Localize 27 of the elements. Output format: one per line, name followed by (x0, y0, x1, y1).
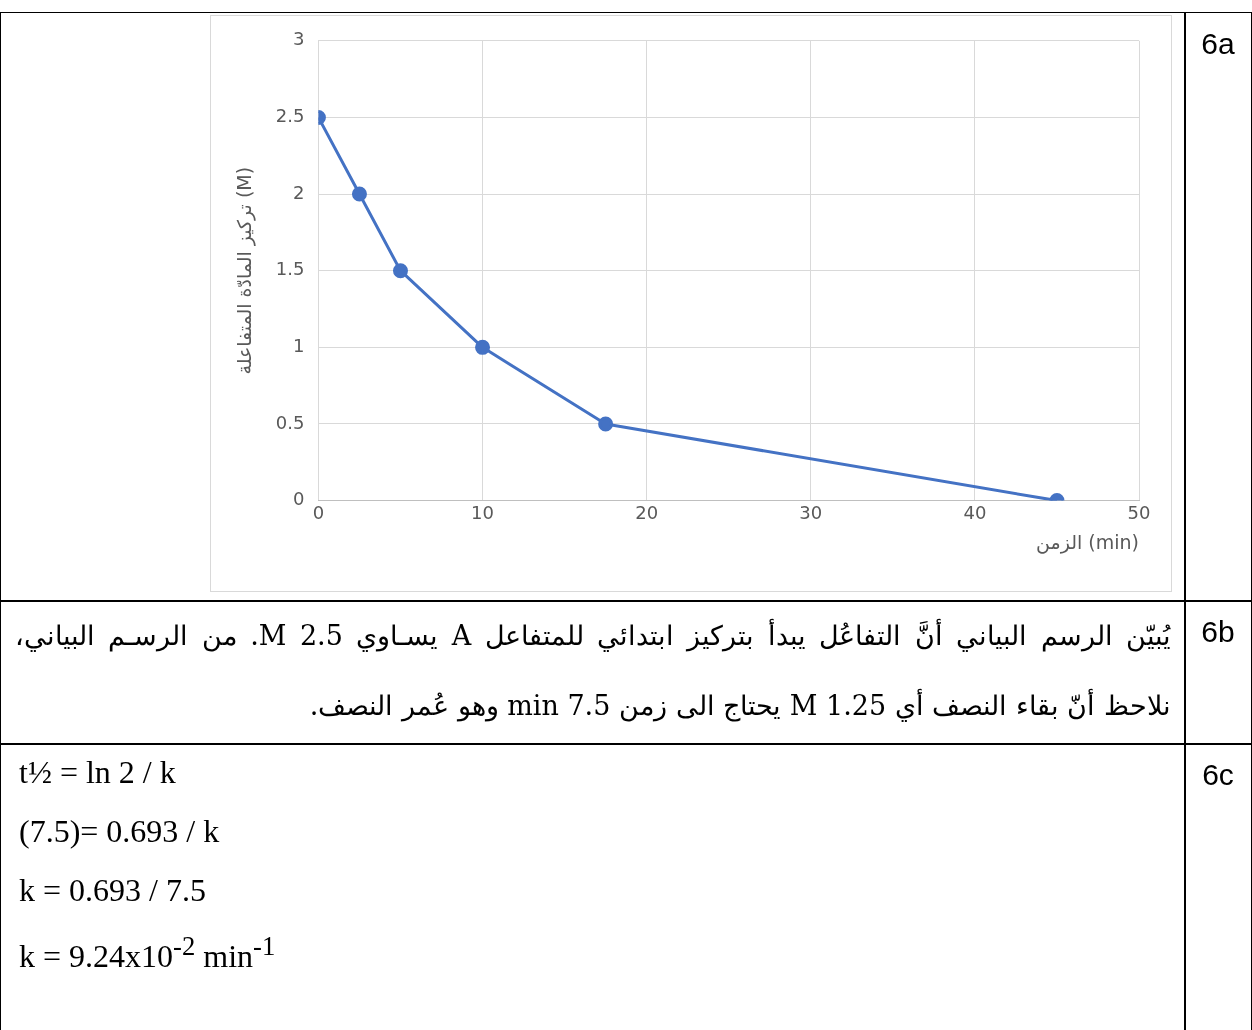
point (598, 416, 614, 432)
y-tick-label: 0.5 (275, 411, 305, 433)
y-tick-label: 1.5 (275, 258, 305, 280)
y-tick-label: 0 (292, 488, 305, 510)
text: t½ = ln 2 / k (19, 754, 177, 791)
text: (7.5)= 0.693 / k (19, 813, 221, 850)
text: 6a (1184, 12, 1252, 602)
point (392, 263, 408, 279)
text: 6c (1184, 743, 1252, 1030)
text: k = 9.24x10$^{-2}$ min$^{-1}$ (19, 931, 277, 975)
x-tick-label: 30 (799, 502, 823, 524)
x-tick-label: 20 (635, 502, 659, 524)
x-tick-label: 50 (1127, 502, 1151, 524)
x-tick-label: 10 (471, 502, 494, 524)
y-tick-label: 2.5 (275, 105, 305, 127)
point (351, 186, 367, 202)
y-tick-label: 2 (292, 181, 305, 203)
x-tick-label: 0 (312, 502, 325, 524)
y-axis-title: تركيز المادّة المتفاعلة (M) (233, 166, 257, 375)
y-tick-label: 1 (292, 335, 305, 357)
x-tick-label: 40 (963, 502, 987, 524)
x-axis-title: الزمن (min) (1036, 530, 1139, 554)
text: k = 0.693 / 7.5 (19, 872, 207, 909)
text: 6b (1184, 600, 1252, 745)
text: يُبيّن الرسم البياني أنَّ التفاعُل يبدأ بتركيز ابتدائي للمتفاعل A يسـاوي 2.5 M. من الرسـم البياني، نلاحظ أنّ بقاء النصف أي 1.25 M يحتاج الى زمن 7.5 min وهو عُمر النصف. (15, 620, 1171, 721)
y-tick-label: 3 (292, 28, 305, 50)
point (475, 339, 491, 355)
